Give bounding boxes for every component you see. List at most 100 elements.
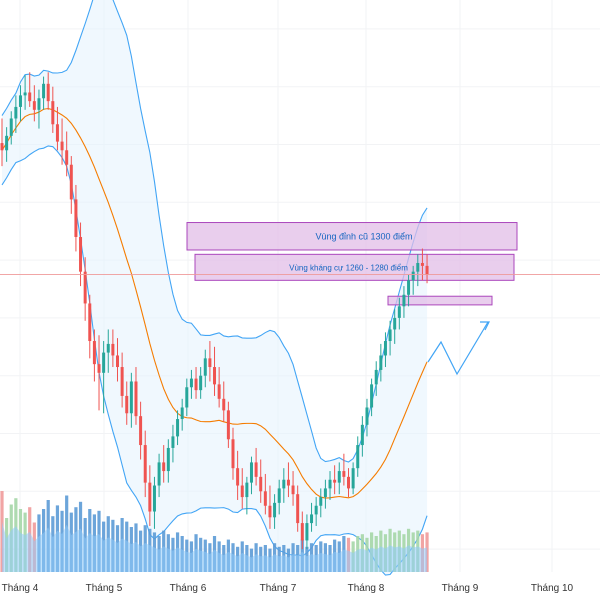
candle-body <box>69 164 73 200</box>
candle-body <box>379 355 383 370</box>
candle-body <box>337 471 341 483</box>
candle-body <box>106 343 110 353</box>
volume-layer <box>0 491 429 572</box>
candle-body <box>249 462 253 483</box>
candle-body <box>342 471 346 477</box>
candle-body <box>129 381 133 414</box>
candle-body <box>268 505 272 518</box>
x-tick-label: Tháng 5 <box>86 583 123 594</box>
candle-body <box>139 416 143 446</box>
candle-body <box>370 384 374 408</box>
candle-body <box>125 395 129 414</box>
x-tick-label: Tháng 8 <box>348 583 385 594</box>
candle-body <box>360 424 364 446</box>
candle-body <box>74 199 78 237</box>
candle-body <box>203 358 207 376</box>
candle-body <box>333 479 337 483</box>
candle-body <box>157 462 161 486</box>
candle-body <box>213 367 217 385</box>
candle-body <box>416 262 420 272</box>
candle-body <box>296 494 300 524</box>
candle-body <box>254 462 258 477</box>
candle-body <box>277 488 281 503</box>
candle-body <box>310 514 314 524</box>
candle-body <box>397 306 401 318</box>
candle-body <box>9 118 13 136</box>
zone-box <box>387 295 493 306</box>
candle-body <box>143 445 147 483</box>
candle-body <box>222 398 226 411</box>
candle-body <box>166 447 170 472</box>
candle-body <box>388 329 392 342</box>
x-axis: Tháng 4 Tháng 5 Tháng 6 Tháng 7 Tháng 8 Tháng… <box>2 583 574 594</box>
candle-body <box>65 150 69 165</box>
candle-body <box>60 141 64 151</box>
candle-body <box>194 378 198 391</box>
zone-box <box>194 253 515 281</box>
zone-label: Vùng kháng cự 1260 - 1280 điểm <box>289 263 408 272</box>
candle-body <box>245 482 249 498</box>
candle-body <box>97 364 101 373</box>
candle-body <box>120 367 124 396</box>
candle-body <box>425 265 429 275</box>
moving-average-line <box>1 107 428 499</box>
candle-body <box>263 491 267 506</box>
x-tick-label: Tháng 10 <box>531 583 574 594</box>
candle-body <box>347 476 350 489</box>
candle-body <box>171 436 175 448</box>
candle-body <box>37 98 41 110</box>
candle-body <box>351 468 355 489</box>
candle-body <box>240 485 244 498</box>
candle-body <box>259 476 263 492</box>
candle-body <box>185 387 189 408</box>
candle-body <box>420 262 424 266</box>
candle-body <box>328 479 332 489</box>
candle-body <box>18 95 22 107</box>
candle-body <box>374 369 378 385</box>
zone-box <box>186 222 518 251</box>
candle-body <box>14 106 18 119</box>
candle-body <box>402 294 406 307</box>
candle-body <box>102 352 106 373</box>
candle-body <box>51 101 55 125</box>
candle-body <box>28 92 32 102</box>
candle-body <box>46 83 50 102</box>
candle-body <box>236 468 240 486</box>
candle-body <box>189 378 193 388</box>
projection-path <box>427 321 489 376</box>
bollinger-upper-line <box>1 0 428 463</box>
candle-body <box>32 101 36 110</box>
x-tick-label: Tháng 4 <box>2 583 39 594</box>
candle-body <box>88 303 92 342</box>
candle-body <box>0 143 4 151</box>
candle-body <box>300 523 304 541</box>
candle-body <box>208 358 212 368</box>
bollinger-fill <box>2 0 428 576</box>
candle-body <box>79 236 83 272</box>
candle-body <box>291 485 295 495</box>
candle-body <box>162 462 166 472</box>
candle-body <box>282 479 286 489</box>
candle-body <box>111 343 115 356</box>
candle-body <box>407 280 411 295</box>
projection-arrowhead <box>480 321 490 331</box>
zone-layer: Vùng đỉnh cũ 1300 điểm Vùng kháng cự 1260… <box>186 222 518 306</box>
candle-body <box>180 407 184 420</box>
candle-body <box>83 271 87 304</box>
candle-body <box>319 497 323 506</box>
candle-body <box>286 479 290 486</box>
candle-body <box>273 502 277 518</box>
candle-body <box>314 505 318 515</box>
candle-body <box>148 482 152 512</box>
volume-average-band <box>2 521 428 572</box>
annotation-layer <box>0 274 600 376</box>
zone-label: Vùng đỉnh cũ 1300 điểm <box>315 231 412 241</box>
candle-body <box>116 355 119 368</box>
candle-layer <box>0 72 429 550</box>
x-tick-label: Tháng 6 <box>170 583 207 594</box>
candle-body <box>55 124 59 142</box>
x-tick-label: Tháng 7 <box>260 583 297 594</box>
candle-body <box>323 488 327 498</box>
